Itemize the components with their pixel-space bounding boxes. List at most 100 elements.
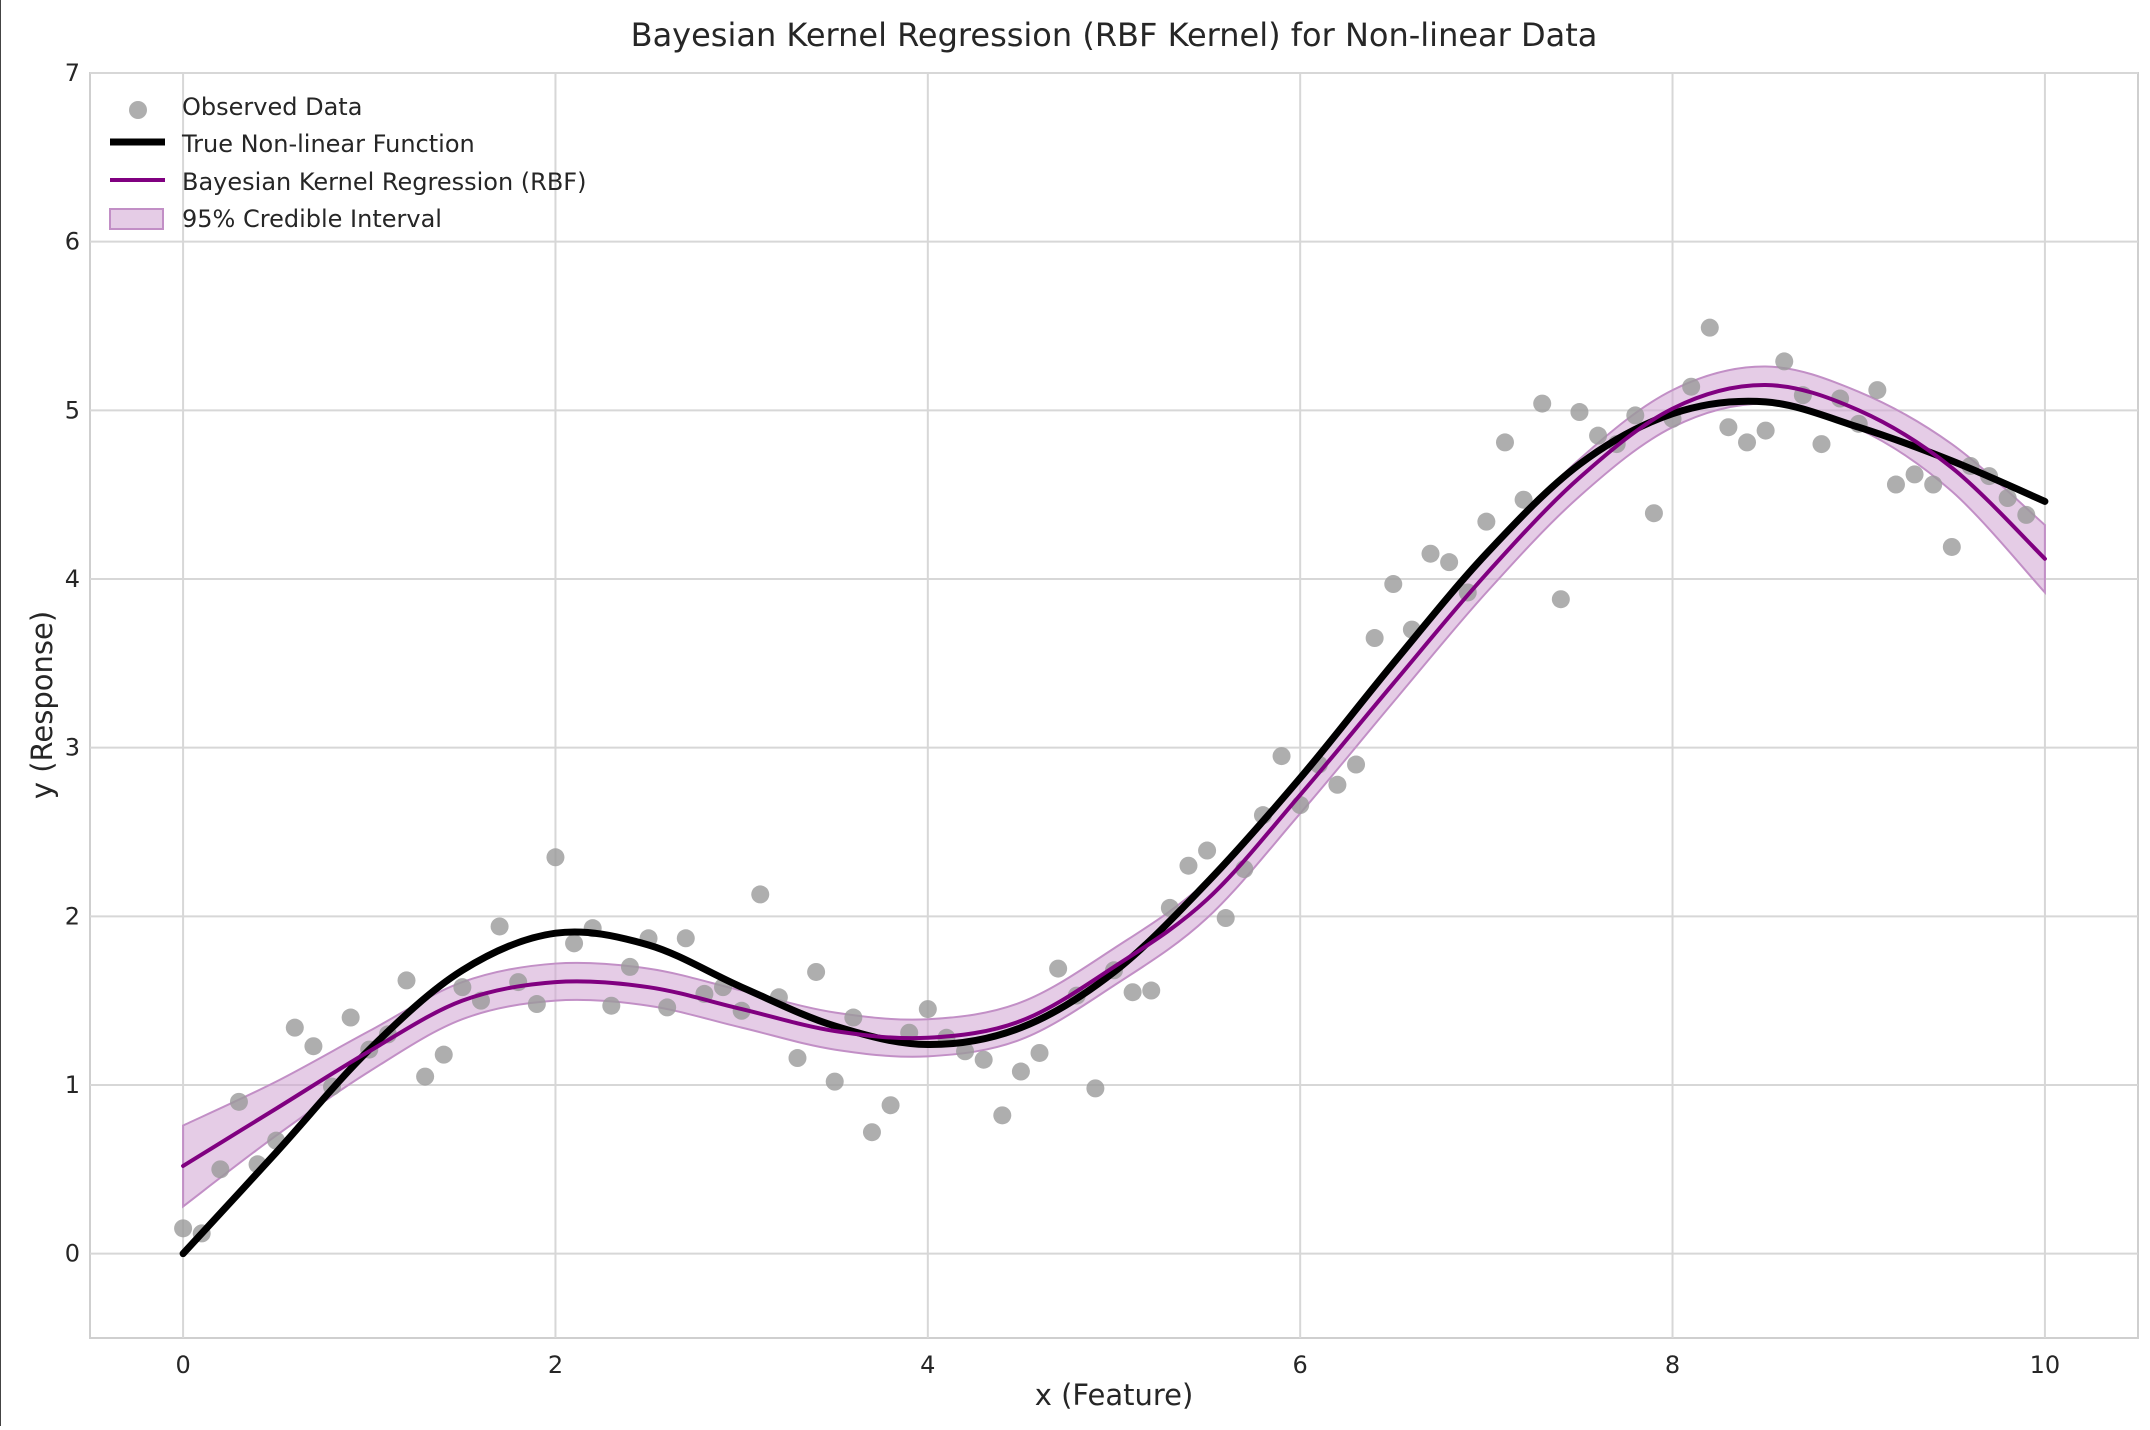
observed-point <box>844 1008 863 1027</box>
observed-point <box>1049 959 1068 978</box>
observed-point <box>565 934 584 953</box>
observed-point <box>974 1050 993 1069</box>
observed-point <box>1533 394 1552 413</box>
observed-point <box>1030 1043 1049 1062</box>
x-tick-label: 4 <box>920 1351 935 1379</box>
observed-point <box>1998 489 2017 508</box>
y-tick-label: 6 <box>65 228 80 256</box>
observed-point <box>807 962 826 981</box>
observed-point <box>1626 406 1645 425</box>
observed-point <box>602 996 621 1015</box>
legend: Observed Data True Non-linear Function B… <box>109 93 586 233</box>
observed-point <box>1775 352 1794 371</box>
plot-area <box>89 72 2139 1339</box>
observed-point <box>490 917 509 936</box>
observed-point <box>211 1160 230 1179</box>
observed-point <box>2017 505 2036 524</box>
observed-point <box>1328 775 1347 794</box>
x-tick-label: 2 <box>548 1351 563 1379</box>
observed-point <box>862 1123 881 1142</box>
observed-point <box>1421 544 1440 563</box>
y-tick-label: 3 <box>65 734 80 762</box>
observed-point <box>304 1037 323 1056</box>
observed-point <box>1495 433 1514 452</box>
x-tick-label: 8 <box>1665 1351 1680 1379</box>
y-tick-label: 7 <box>65 59 80 87</box>
observed-point <box>1644 504 1663 523</box>
observed-point <box>434 1045 453 1064</box>
figure-left-border <box>0 0 1 1426</box>
observed-point <box>527 995 546 1014</box>
observed-point <box>1514 490 1533 509</box>
x-tick-label: 0 <box>175 1351 190 1379</box>
grid-lines <box>90 72 2138 1338</box>
observed-point <box>1905 465 1924 484</box>
observed-point <box>788 1049 807 1068</box>
observed-point <box>993 1106 1012 1125</box>
observed-point <box>453 978 472 997</box>
x-tick-labels: 0 2 4 6 8 10 <box>175 1351 2060 1379</box>
legend-interval-patch <box>109 208 164 230</box>
observed-point <box>881 1096 900 1115</box>
legend-observed-marker <box>129 101 147 119</box>
observed-point <box>174 1219 193 1238</box>
observed-point <box>1589 426 1608 445</box>
observed-point <box>918 1000 937 1019</box>
observed-point <box>1756 421 1775 440</box>
observed-point <box>1123 983 1142 1002</box>
observed-point <box>1700 318 1719 337</box>
observed-point <box>1347 755 1366 774</box>
legend-label-interval: 95% Credible Interval <box>182 205 442 233</box>
observed-point <box>1738 433 1757 452</box>
y-tick-label: 2 <box>65 902 80 930</box>
legend-label-bkr: Bayesian Kernel Regression (RBF) <box>182 168 586 196</box>
legend-label-observed: Observed Data <box>182 93 362 121</box>
observed-point <box>397 971 416 990</box>
y-tick-label: 1 <box>65 1071 80 1099</box>
chart-title: Bayesian Kernel Regression (RBF Kernel) … <box>631 16 1598 54</box>
observed-point <box>341 1008 360 1027</box>
observed-point <box>620 957 639 976</box>
observed-points <box>174 318 2036 1243</box>
observed-point <box>1272 747 1291 766</box>
credible-interval-band <box>182 365 2046 1209</box>
x-tick-label: 6 <box>1293 1351 1308 1379</box>
observed-point <box>1179 856 1198 875</box>
observed-point <box>1477 512 1496 531</box>
true-function-line <box>179 397 2049 1258</box>
observed-point <box>1812 435 1831 454</box>
observed-point <box>1086 1079 1105 1098</box>
observed-point <box>676 929 695 948</box>
observed-point <box>825 1072 844 1091</box>
observed-point <box>1570 403 1589 422</box>
observed-point <box>546 848 565 867</box>
observed-point <box>1365 629 1384 648</box>
observed-point <box>956 1042 975 1061</box>
observed-point <box>1440 553 1459 572</box>
observed-point <box>751 885 770 904</box>
observed-point <box>1011 1062 1030 1081</box>
y-tick-labels: 0 1 2 3 4 5 6 7 <box>65 59 80 1268</box>
y-axis-label: y (Response) <box>25 611 59 799</box>
observed-point <box>1924 475 1943 494</box>
observed-point <box>658 998 677 1017</box>
observed-point <box>416 1067 435 1086</box>
observed-point <box>1942 537 1961 556</box>
y-tick-label: 4 <box>65 565 80 593</box>
observed-point <box>1384 575 1403 594</box>
observed-point <box>1551 590 1570 609</box>
observed-point <box>1142 981 1161 1000</box>
x-axis-label: x (Feature) <box>1035 1378 1194 1412</box>
observed-point <box>1886 475 1905 494</box>
bkr-mean-line <box>181 383 2047 1168</box>
y-tick-label: 5 <box>65 396 80 424</box>
x-tick-label: 10 <box>2030 1351 2061 1379</box>
observed-point <box>1719 418 1738 437</box>
observed-point <box>1682 377 1701 396</box>
y-tick-label: 0 <box>65 1240 80 1268</box>
legend-label-true: True Non-linear Function <box>181 130 475 158</box>
observed-point <box>1868 381 1887 400</box>
observed-point <box>285 1018 304 1037</box>
